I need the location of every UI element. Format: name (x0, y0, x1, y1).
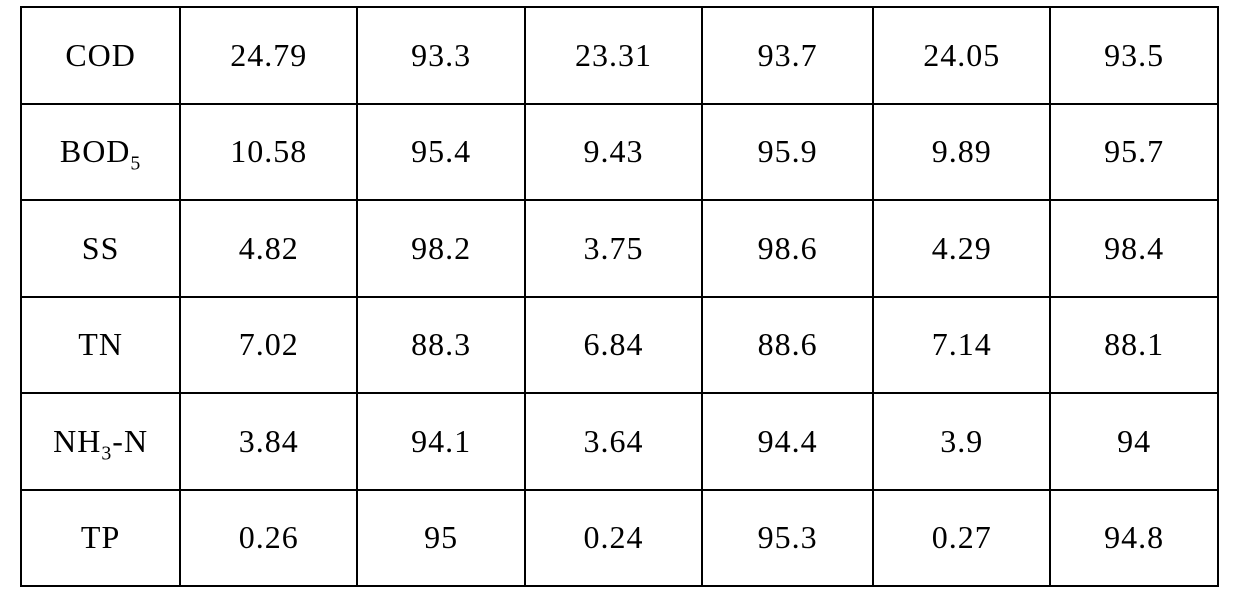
data-table: COD 24.79 93.3 23.31 93.7 24.05 93.5 BOD… (20, 6, 1219, 587)
cell: 9.89 (873, 104, 1050, 201)
cell: 23.31 (525, 7, 702, 104)
row-label: TP (21, 490, 180, 587)
cell: 94.8 (1050, 490, 1218, 587)
row-label-text: TN (78, 326, 123, 363)
cell: 6.84 (525, 297, 702, 394)
cell: 98.2 (357, 200, 525, 297)
table-row: NH3-N 3.84 94.1 3.64 94.4 3.9 94 (21, 393, 1218, 490)
cell: 95.4 (357, 104, 525, 201)
row-label: NH3-N (21, 393, 180, 490)
cell: 98.4 (1050, 200, 1218, 297)
cell: 3.84 (180, 393, 357, 490)
cell: 0.24 (525, 490, 702, 587)
cell: 88.6 (702, 297, 873, 394)
row-label: TN (21, 297, 180, 394)
cell: 7.02 (180, 297, 357, 394)
row-label-text: TP (81, 519, 120, 556)
cell: 3.9 (873, 393, 1050, 490)
table-row: TN 7.02 88.3 6.84 88.6 7.14 88.1 (21, 297, 1218, 394)
row-label-text: BOD5 (60, 133, 141, 170)
row-label: COD (21, 7, 180, 104)
cell: 4.82 (180, 200, 357, 297)
cell: 95.9 (702, 104, 873, 201)
cell: 3.75 (525, 200, 702, 297)
cell: 24.05 (873, 7, 1050, 104)
cell: 93.7 (702, 7, 873, 104)
cell: 88.3 (357, 297, 525, 394)
cell: 93.3 (357, 7, 525, 104)
cell: 7.14 (873, 297, 1050, 394)
cell: 24.79 (180, 7, 357, 104)
row-label-text: COD (65, 37, 136, 74)
row-label-text: SS (82, 230, 120, 267)
table-row: BOD5 10.58 95.4 9.43 95.9 9.89 95.7 (21, 104, 1218, 201)
cell: 0.27 (873, 490, 1050, 587)
table-row: SS 4.82 98.2 3.75 98.6 4.29 98.4 (21, 200, 1218, 297)
cell: 88.1 (1050, 297, 1218, 394)
cell: 95.7 (1050, 104, 1218, 201)
cell: 95.3 (702, 490, 873, 587)
table-row: COD 24.79 93.3 23.31 93.7 24.05 93.5 (21, 7, 1218, 104)
row-label: BOD5 (21, 104, 180, 201)
cell: 98.6 (702, 200, 873, 297)
cell: 0.26 (180, 490, 357, 587)
row-label-text: NH3-N (53, 423, 148, 460)
cell: 94 (1050, 393, 1218, 490)
cell: 4.29 (873, 200, 1050, 297)
cell: 3.64 (525, 393, 702, 490)
row-label: SS (21, 200, 180, 297)
cell: 93.5 (1050, 7, 1218, 104)
data-table-container: COD 24.79 93.3 23.31 93.7 24.05 93.5 BOD… (0, 0, 1239, 593)
cell: 95 (357, 490, 525, 587)
cell: 10.58 (180, 104, 357, 201)
cell: 94.1 (357, 393, 525, 490)
cell: 94.4 (702, 393, 873, 490)
cell: 9.43 (525, 104, 702, 201)
table-row: TP 0.26 95 0.24 95.3 0.27 94.8 (21, 490, 1218, 587)
